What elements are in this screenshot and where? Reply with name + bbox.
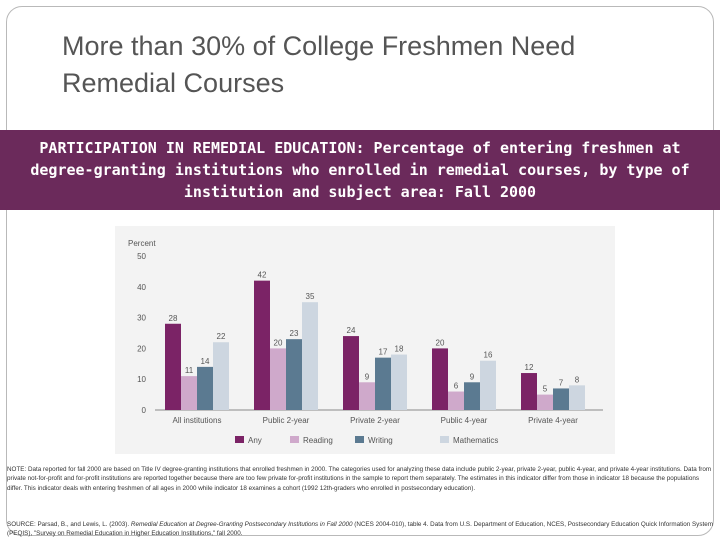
y-axis-label: Percent	[128, 239, 156, 248]
bar-value-label: 12	[525, 363, 534, 372]
bar-value-label: 7	[559, 378, 564, 387]
slide-title: More than 30% of College Freshmen Need R…	[62, 28, 682, 102]
y-tick-label: 40	[137, 283, 146, 292]
x-tick-label: Private 4-year	[528, 416, 578, 425]
source-prefix: SOURCE: Parsad, B., and Lewis, L. (2003)…	[7, 521, 131, 528]
bar-value-label: 35	[306, 292, 315, 301]
bar	[480, 360, 496, 410]
slide-title-line-2: Remedial Courses	[62, 68, 285, 98]
x-tick-label: Private 2-year	[350, 416, 400, 425]
bar	[286, 339, 302, 410]
bar-value-label: 8	[575, 375, 580, 384]
bar-value-label: 14	[201, 357, 210, 366]
bar	[432, 348, 448, 410]
legend-swatch	[440, 436, 449, 443]
bar	[553, 388, 569, 410]
bar	[569, 385, 585, 410]
y-tick-label: 30	[137, 314, 146, 323]
y-tick-label: 0	[142, 406, 147, 415]
chart-panel: Percent 0 10 20 30 40 50 28 11 14 22 All institutio…	[115, 226, 615, 454]
bar-value-label: 16	[484, 351, 493, 360]
legend-label: Reading	[303, 436, 333, 445]
bar	[537, 394, 553, 410]
bar-value-label: 9	[365, 372, 370, 381]
bar	[181, 376, 197, 410]
x-tick-label: All institutions	[173, 416, 222, 425]
bar-value-label: 18	[395, 345, 404, 354]
legend-swatch	[235, 436, 244, 443]
y-tick-label: 50	[137, 252, 146, 261]
bar	[254, 280, 270, 410]
legend-label: Mathematics	[453, 436, 498, 445]
chart-source: SOURCE: Parsad, B., and Lewis, L. (2003)…	[7, 520, 713, 539]
bar-value-label: 23	[290, 329, 299, 338]
bar	[165, 323, 181, 410]
legend-swatch	[355, 436, 364, 443]
x-tick-label: Public 2-year	[263, 416, 310, 425]
x-tick-label: Public 4-year	[441, 416, 488, 425]
source-title: Remedial Education at Degree-Granting Po…	[130, 521, 353, 528]
bar	[464, 382, 480, 410]
y-tick-label: 10	[137, 375, 146, 384]
bar-chart: Percent 0 10 20 30 40 50 28 11 14 22 All institutio…	[115, 226, 615, 454]
chart-banner: PARTICIPATION IN REMEDIAL EDUCATION: Per…	[0, 130, 720, 210]
y-tick-label: 20	[137, 344, 146, 353]
bar	[359, 382, 375, 410]
bar-value-label: 22	[217, 332, 226, 341]
bar-value-label: 42	[258, 271, 267, 280]
bar-value-label: 5	[543, 385, 548, 394]
bar-value-label: 11	[185, 366, 194, 375]
bar-value-label: 20	[436, 338, 445, 347]
bar	[302, 302, 318, 410]
bar	[521, 373, 537, 410]
bar	[375, 357, 391, 410]
bar-value-label: 6	[454, 382, 459, 391]
bar-value-label: 28	[169, 314, 178, 323]
legend-label: Any	[248, 436, 262, 445]
source-suffix: (NCES 2004-010), table 4. Data from U.S.…	[7, 521, 713, 538]
bar	[448, 391, 464, 410]
bar-value-label: 20	[274, 338, 283, 347]
bar	[270, 348, 286, 410]
bar-value-label: 24	[347, 326, 356, 335]
chart-note: NOTE: Data reported for fall 2000 are ba…	[7, 466, 712, 492]
bar	[197, 366, 213, 410]
chart-background	[115, 226, 615, 454]
legend-label: Writing	[368, 436, 393, 445]
bar	[343, 336, 359, 410]
bar	[391, 354, 407, 410]
bar	[213, 342, 229, 410]
bar-value-label: 9	[470, 372, 475, 381]
legend-swatch	[290, 436, 299, 443]
slide-title-line-1: More than 30% of College Freshmen Need	[62, 31, 576, 61]
bar-value-label: 17	[379, 348, 388, 357]
